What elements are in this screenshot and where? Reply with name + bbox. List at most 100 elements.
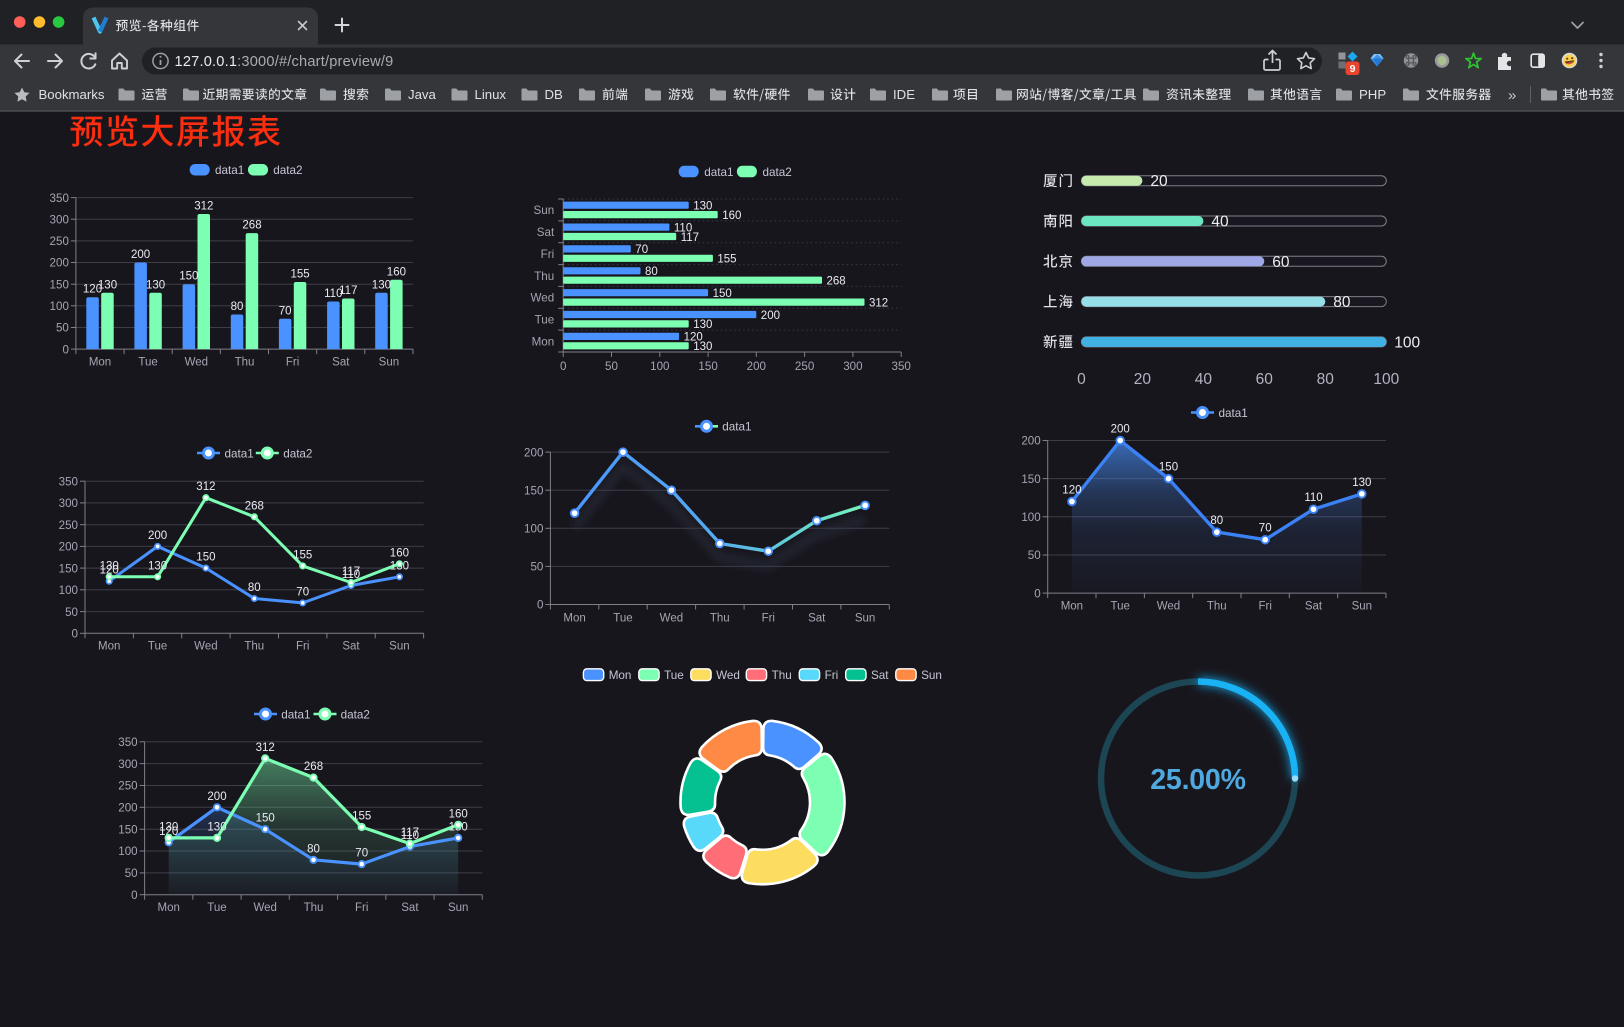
svg-text:50: 50: [65, 606, 78, 619]
svg-text:data1: data1: [704, 166, 733, 179]
svg-text:200: 200: [524, 446, 543, 459]
svg-text:200: 200: [148, 530, 167, 542]
svg-text:Mon: Mon: [158, 902, 180, 914]
svg-text:Sun: Sun: [855, 612, 875, 624]
svg-text:Sun: Sun: [379, 357, 399, 369]
svg-text:200: 200: [747, 360, 766, 373]
svg-text:DB: DB: [545, 87, 564, 102]
svg-text:Thu: Thu: [1207, 601, 1227, 613]
svg-text:Tue: Tue: [535, 314, 555, 327]
svg-text:150: 150: [256, 813, 275, 825]
svg-text:20: 20: [1134, 371, 1152, 388]
svg-text:150: 150: [59, 562, 78, 575]
svg-text:160: 160: [722, 210, 741, 222]
svg-text:70: 70: [355, 848, 368, 860]
svg-text:300: 300: [118, 758, 137, 771]
svg-text:150: 150: [179, 271, 198, 283]
svg-text:PHP: PHP: [1359, 87, 1386, 102]
svg-text:130: 130: [148, 560, 167, 572]
svg-text:200: 200: [1111, 424, 1130, 436]
svg-text:312: 312: [196, 481, 215, 493]
svg-text:Mon: Mon: [89, 357, 111, 369]
svg-text:155: 155: [352, 811, 371, 823]
svg-text:312: 312: [256, 742, 275, 754]
svg-text:Thu: Thu: [772, 669, 792, 682]
svg-text:160: 160: [387, 266, 406, 278]
svg-text:312: 312: [194, 201, 213, 213]
svg-text:0: 0: [131, 889, 137, 902]
svg-text:117: 117: [342, 566, 360, 578]
svg-text:Tue: Tue: [1111, 601, 1130, 613]
svg-text:data1: data1: [225, 447, 254, 460]
svg-text:312: 312: [869, 297, 888, 309]
svg-text:120: 120: [159, 826, 178, 838]
svg-text:110: 110: [1304, 492, 1322, 504]
svg-text:Tue: Tue: [613, 612, 632, 624]
svg-text:300: 300: [843, 360, 862, 373]
svg-text:Sun: Sun: [389, 641, 409, 653]
svg-text:130: 130: [693, 341, 712, 353]
svg-text:Mon: Mon: [98, 641, 120, 653]
svg-text:70: 70: [635, 244, 648, 256]
svg-text:Thu: Thu: [304, 902, 324, 914]
svg-text:60: 60: [1256, 371, 1274, 388]
svg-text:100: 100: [650, 360, 669, 373]
svg-text:200: 200: [1021, 435, 1040, 448]
svg-text:200: 200: [131, 249, 150, 261]
svg-text:Thu: Thu: [235, 357, 255, 369]
svg-text:»: »: [1508, 87, 1516, 104]
svg-text:Sun: Sun: [1352, 601, 1372, 613]
svg-text:Bookmarks: Bookmarks: [39, 87, 105, 102]
svg-text:130: 130: [159, 821, 178, 833]
svg-text:200: 200: [50, 257, 69, 270]
svg-text:Mon: Mon: [532, 335, 555, 348]
svg-text:Fri: Fri: [296, 641, 309, 653]
svg-text:25.00%: 25.00%: [1150, 764, 1245, 796]
svg-text:data1: data1: [722, 421, 751, 434]
svg-text:Sat: Sat: [332, 357, 350, 369]
svg-text:Wed: Wed: [660, 612, 683, 624]
svg-text:Fri: Fri: [762, 612, 775, 624]
svg-text:Sat: Sat: [871, 669, 889, 682]
svg-text:60: 60: [1272, 254, 1290, 271]
svg-text:data1: data1: [215, 164, 244, 177]
svg-text:80: 80: [1317, 371, 1335, 388]
svg-text:120: 120: [1062, 485, 1081, 497]
svg-text:Sat: Sat: [537, 226, 555, 239]
svg-text:50: 50: [56, 322, 69, 335]
svg-text:Fri: Fri: [355, 902, 368, 914]
svg-text:Wed: Wed: [1157, 601, 1180, 613]
svg-text:Fri: Fri: [286, 357, 299, 369]
svg-text:0: 0: [560, 360, 566, 373]
svg-text:Tue: Tue: [138, 357, 157, 369]
svg-text:150: 150: [713, 288, 732, 300]
svg-text:268: 268: [245, 500, 264, 512]
svg-text:50: 50: [1028, 549, 1041, 562]
svg-text:110: 110: [342, 569, 360, 581]
svg-text:Sat: Sat: [342, 641, 360, 653]
svg-text:150: 150: [118, 823, 137, 836]
svg-text:data1: data1: [281, 708, 310, 721]
svg-text:80: 80: [1210, 515, 1223, 527]
svg-text:130: 130: [98, 279, 117, 291]
svg-text:Thu: Thu: [710, 612, 730, 624]
svg-text:40: 40: [1211, 214, 1229, 231]
svg-text:Fri: Fri: [825, 669, 839, 682]
svg-text:Wed: Wed: [253, 902, 276, 914]
svg-text:Java: Java: [408, 87, 437, 102]
svg-text:127.0.0.1:3000/#/chart/preview: 127.0.0.1:3000/#/chart/preview/9: [175, 54, 394, 70]
svg-text:Linux: Linux: [475, 87, 507, 102]
svg-text:130: 130: [100, 560, 119, 572]
svg-text:Wed: Wed: [531, 292, 555, 305]
svg-text:350: 350: [892, 360, 911, 373]
svg-text:Thu: Thu: [244, 641, 264, 653]
svg-text:200: 200: [118, 802, 137, 815]
svg-text:200: 200: [59, 541, 78, 554]
svg-text:110: 110: [674, 222, 692, 234]
svg-text:40: 40: [1195, 371, 1213, 388]
svg-text:data2: data2: [283, 447, 312, 460]
svg-text:130: 130: [1352, 477, 1371, 489]
svg-text:Wed: Wed: [716, 669, 740, 682]
svg-text:Mon: Mon: [563, 612, 585, 624]
svg-text:Tue: Tue: [207, 902, 226, 914]
